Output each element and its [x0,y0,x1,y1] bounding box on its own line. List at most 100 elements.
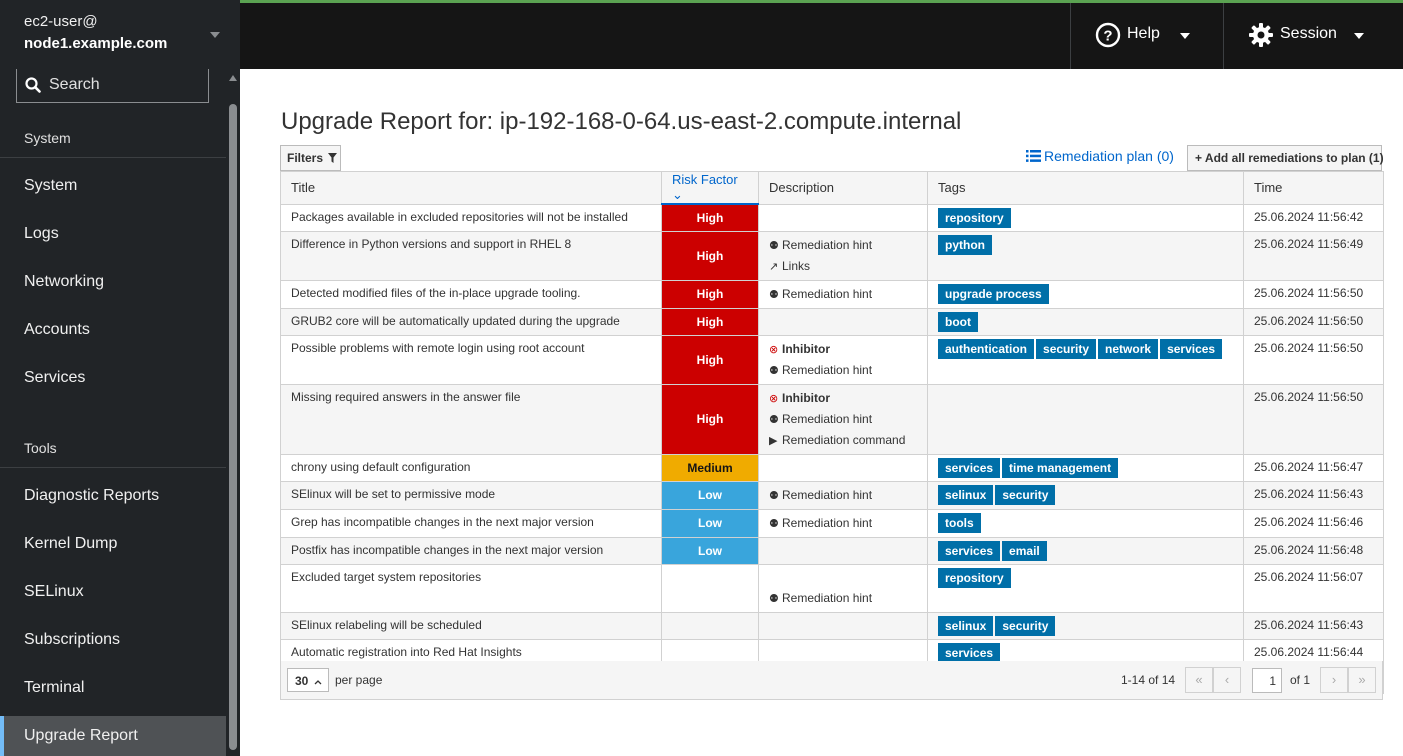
description-inhibitor[interactable]: ⊗ Inhibitor [769,339,917,360]
search-input[interactable]: Search [16,69,209,103]
column-header-risk-factor[interactable]: Risk Factor ⌄ [661,171,759,205]
description-text: Remediation hint [782,286,873,301]
description-hint[interactable]: ⚉ Remediation hint [769,485,917,506]
tag: security [995,615,1056,636]
nav-item-terminal[interactable]: Terminal [24,679,85,696]
row-description: ⚉ Remediation hint [758,480,928,510]
table-row[interactable]: Missing required answers in the answer f… [280,383,1384,455]
description-inhibitor[interactable]: ⊗ Inhibitor [769,388,917,409]
row-time: 25.06.2024 11:56:42 [1243,203,1384,232]
per-page-select[interactable]: 30 [287,668,329,692]
sort-desc-icon: ⌄ [672,187,683,202]
description-hint[interactable]: ⚉ Remediation hint [769,409,917,430]
nav-item-services[interactable]: Services [24,369,86,386]
help-icon: ? [1095,22,1121,48]
external-link-icon: ↗ [769,260,779,273]
risk-factor-badge: High [661,307,759,336]
description-hint[interactable]: ⚉ Remediation hint [769,360,917,381]
page-number-input[interactable]: 1 [1252,668,1282,693]
nav-item-diagnostic-reports[interactable]: Diagnostic Reports [24,487,160,504]
row-title: Detected modified files of the in-place … [280,279,662,309]
table-row[interactable]: Packages available in excluded repositor… [280,203,1384,232]
description-text: Remediation hint [782,362,873,377]
next-page-button[interactable]: › [1320,667,1348,693]
table-row[interactable]: Postfix has incompatible changes in the … [280,536,1384,565]
nav-section-tools: Tools [24,440,57,456]
table-row[interactable]: Grep has incompatible changes in the nex… [280,508,1384,538]
nav-item-accounts[interactable]: Accounts [24,321,90,338]
search-placeholder: Search [49,76,100,93]
description-hint[interactable]: ⚉ Remediation hint [769,235,917,256]
lightbulb-icon: ⚉ [769,489,779,502]
risk-factor-badge: High [661,230,759,281]
nav-item-upgrade-report[interactable]: Upgrade Report [0,716,226,756]
row-tags: boot [927,307,1244,336]
filter-icon [328,153,338,163]
risk-factor-badge: High [661,334,759,385]
nav-item-networking[interactable]: Networking [24,273,105,290]
row-title: chrony using default configuration [280,453,662,482]
row-time: 25.06.2024 11:56:50 [1243,334,1384,385]
table-row[interactable]: SElinux will be set to permissive mode Lo… [280,480,1384,510]
help-menu-button[interactable]: ? Help [1070,3,1223,69]
first-page-button[interactable]: « [1185,667,1213,693]
risk-factor-badge: High [661,383,759,455]
nav-item-selinux[interactable]: SELinux [24,583,84,600]
column-header-tags[interactable]: Tags [927,171,1244,205]
row-description: ⊗ Inhibitor ⚉ Remediation hint [758,334,928,385]
top-accent-bar [240,0,1403,3]
gear-icon [1249,23,1273,47]
remediation-plan-link[interactable]: Remediation plan (0) [1026,148,1174,164]
lightbulb-icon: ⚉ [769,413,779,426]
plus-icon: + [1195,151,1205,165]
table-row[interactable]: Difference in Python versions and suppor… [280,230,1384,281]
chevron-left-icon: ‹ [1224,672,1230,687]
lightbulb-icon: ⚉ [769,239,779,252]
lightbulb-icon: ⚉ [769,288,779,301]
row-title: Possible problems with remote login usin… [280,334,662,385]
row-title: Packages available in excluded repositor… [280,203,662,232]
add-all-label: Add all remediations to plan (1) [1204,151,1384,165]
description-blank [769,568,917,588]
sidebar: ec2-user@ node1.example.com Search Syste… [0,0,240,756]
description-text: Remediation hint [782,515,873,530]
table-row[interactable]: SElinux relabeling will be scheduled seli… [280,611,1384,640]
sidebar-scroll-thumb[interactable] [229,104,237,750]
row-description [758,453,928,482]
row-title: SElinux will be set to permissive mode [280,480,662,510]
host-name: node1.example.com [24,35,168,52]
nav-item-kernel-dump[interactable]: Kernel Dump [24,535,118,552]
host-switcher[interactable]: ec2-user@ node1.example.com [0,0,240,69]
row-title: Missing required answers in the answer f… [280,383,662,455]
column-header-description[interactable]: Description [758,171,928,205]
column-header-title[interactable]: Title [280,171,662,205]
description-link[interactable]: ↗ Links [769,256,917,277]
description-hint[interactable]: ⚉ Remediation hint [769,588,917,609]
nav-item-logs[interactable]: Logs [24,225,59,242]
inhibitor-icon: ⊗ [769,343,779,356]
filters-button[interactable]: Filters [280,145,341,171]
last-page-button[interactable]: » [1348,667,1376,693]
nav-item-subscriptions[interactable]: Subscriptions [24,631,121,648]
table-row[interactable]: Detected modified files of the in-place … [280,279,1384,309]
row-tags: selinux security [927,611,1244,640]
row-description [758,203,928,232]
table-row[interactable]: GRUB2 core will be automatically updated… [280,307,1384,336]
add-all-remediations-button[interactable]: + Add all remediations to plan (1) [1187,145,1384,171]
nav-item-system[interactable]: System [24,177,78,194]
nav-divider [0,157,226,158]
chevron-right-icon: › [1331,672,1337,687]
table-row[interactable]: chrony using default configuration Medium… [280,453,1384,482]
table-row[interactable]: Excluded target system repositories ⚉ Rem… [280,563,1384,613]
column-header-time[interactable]: Time [1243,171,1384,205]
table-footer: 30 per page 1-14 of 14 « ‹ 1 of 1 › » [280,661,1383,700]
scroll-up-icon[interactable] [229,75,237,81]
session-menu-button[interactable]: Session [1223,3,1403,69]
previous-page-button[interactable]: ‹ [1213,667,1241,693]
tag: services [938,642,1001,663]
description-hint[interactable]: ⚉ Remediation hint [769,284,917,305]
description-hint[interactable]: ⚉ Remediation hint [769,513,917,534]
description-command[interactable]: ▶ Remediation command [769,430,917,451]
row-tags: upgrade process [927,279,1244,309]
table-row[interactable]: Possible problems with remote login usin… [280,334,1384,385]
